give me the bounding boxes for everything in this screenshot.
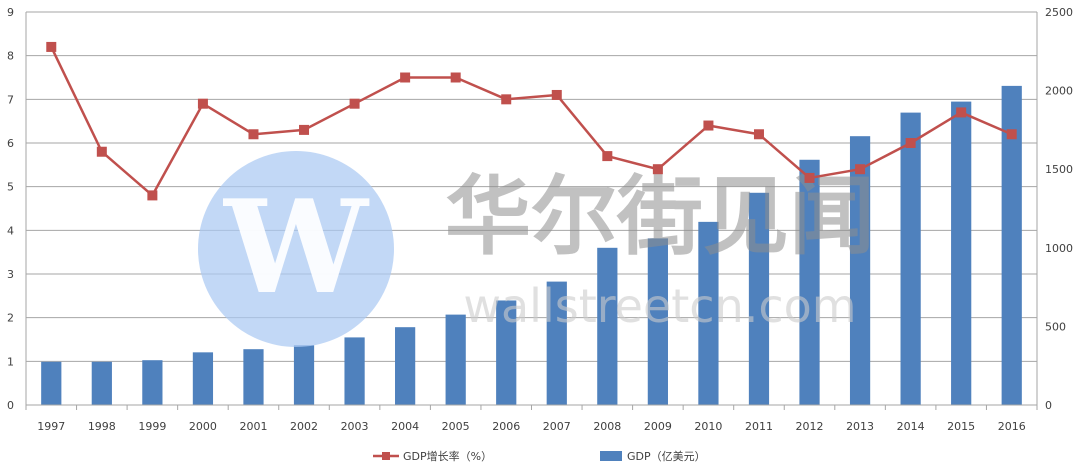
- x-tick-label: 2016: [998, 420, 1026, 433]
- legend-bar-swatch: [600, 451, 622, 461]
- axes: 0 1 2 3 4 5 6 7 8 9 0 500 1000 1500 2000 2500 1997 1998 19…: [7, 6, 1073, 433]
- growth-rate-point: [349, 98, 360, 109]
- x-tick-label: 2006: [492, 420, 520, 433]
- growth-rate-point: [450, 72, 461, 83]
- gdp-bar: [748, 192, 770, 405]
- growth-rate-point: [956, 107, 967, 118]
- growth-rate-point: [96, 146, 107, 157]
- x-tick-label: 2013: [846, 420, 874, 433]
- x-tick-label: 2011: [745, 420, 773, 433]
- gdp-bar: [849, 136, 871, 406]
- growth-rate-point: [400, 72, 411, 83]
- gdp-bar: [698, 221, 719, 405]
- y-right-tick-label: 500: [1045, 320, 1066, 333]
- growth-rate-point: [551, 89, 562, 100]
- growth-rate-polyline: [50, 46, 1013, 197]
- x-tick-label: 2001: [239, 420, 267, 433]
- watermark-text: 华尔街见闻: [445, 166, 875, 267]
- y-left-tick-label: 9: [7, 6, 14, 19]
- gdp-bar: [192, 352, 214, 405]
- y-left-tick-label: 8: [7, 50, 14, 63]
- gdp-bar: [344, 337, 365, 405]
- legend-label-gdp: GDP（亿美元）: [627, 450, 706, 463]
- y-right-tick-label: 1500: [1045, 163, 1073, 176]
- growth-rate-point: [46, 41, 57, 52]
- growth-rate-point: [197, 98, 208, 109]
- legend: GDP增长率（%） GDP（亿美元）: [373, 449, 706, 463]
- x-tick-label: 2004: [391, 420, 419, 433]
- x-tick-label: 2007: [543, 420, 571, 433]
- watermark: W 华尔街见闻 wallstreetcn.com: [198, 151, 875, 347]
- growth-rate-point: [299, 124, 310, 135]
- y-left-tick-label: 1: [7, 355, 14, 368]
- growth-rate-point: [652, 164, 663, 175]
- gdp-bar: [293, 345, 315, 405]
- x-tick-label: 2003: [341, 420, 369, 433]
- gdp-bar: [243, 349, 264, 405]
- y-left-tick-label: 6: [7, 137, 14, 150]
- y-right-tick-label: 1000: [1045, 242, 1073, 255]
- growth-rate-point: [1006, 129, 1017, 140]
- x-tick-label: 2015: [947, 420, 975, 433]
- growth-rate-point: [855, 164, 866, 175]
- growth-rate-line: [46, 41, 1017, 201]
- gdp-bar: [647, 238, 668, 405]
- gdp-bar: [799, 159, 820, 405]
- growth-rate-point: [905, 138, 916, 148]
- x-tick-label: 2000: [189, 420, 217, 433]
- x-tick-label: 1997: [37, 420, 65, 433]
- y-left-tick-label: 2: [7, 312, 14, 325]
- gdp-bars: [41, 85, 1022, 406]
- watermark-logo-circle: [198, 151, 394, 347]
- y-left-tick-label: 3: [7, 268, 14, 281]
- growth-rate-point: [753, 129, 764, 140]
- x-tick-label: 2002: [290, 420, 318, 433]
- legend-label-growth-rate: GDP增长率（%）: [403, 449, 492, 463]
- x-tick-label: 2009: [644, 420, 672, 433]
- growth-rate-point: [703, 120, 714, 131]
- gdp-bar: [597, 247, 618, 405]
- gdp-bar: [142, 360, 163, 405]
- gdp-bar: [496, 300, 517, 405]
- gdp-bar: [900, 112, 921, 405]
- gdp-bar: [91, 361, 112, 405]
- gdp-bar: [395, 327, 416, 405]
- gdp-bar: [1001, 85, 1022, 405]
- y-right-tick-label: 0: [1045, 399, 1052, 412]
- gridlines: [26, 11, 1037, 362]
- y-right-tick-label: 2500: [1045, 6, 1073, 19]
- growth-rate-point: [248, 129, 259, 140]
- y-left-tick-label: 4: [7, 224, 14, 237]
- x-tick-label: 2012: [796, 420, 824, 433]
- x-tick-label: 2010: [694, 420, 722, 433]
- gdp-bar: [951, 101, 972, 405]
- y-left-tick-label: 7: [7, 93, 14, 106]
- growth-rate-point: [804, 172, 815, 183]
- legend-line-marker: [382, 452, 390, 460]
- watermark-subtext: wallstreetcn.com: [463, 279, 856, 333]
- growth-rate-point: [602, 151, 613, 162]
- y-left-tick-label: 0: [7, 399, 14, 412]
- gdp-bar: [546, 281, 567, 405]
- x-tick-label: 1998: [88, 420, 116, 433]
- gdp-bar: [41, 361, 62, 405]
- x-tick-label: 1999: [138, 420, 166, 433]
- x-tick-label: 2008: [593, 420, 621, 433]
- x-tick-label: 2014: [897, 420, 925, 433]
- growth-rate-point: [147, 190, 158, 201]
- gdp-bar: [445, 314, 466, 405]
- y-left-tick-label: 5: [7, 181, 14, 194]
- growth-rate-point: [501, 94, 512, 105]
- x-tick-label: 2005: [442, 420, 470, 433]
- y-right-tick-label: 2000: [1045, 85, 1073, 98]
- watermark-logo-letter: W: [222, 173, 370, 323]
